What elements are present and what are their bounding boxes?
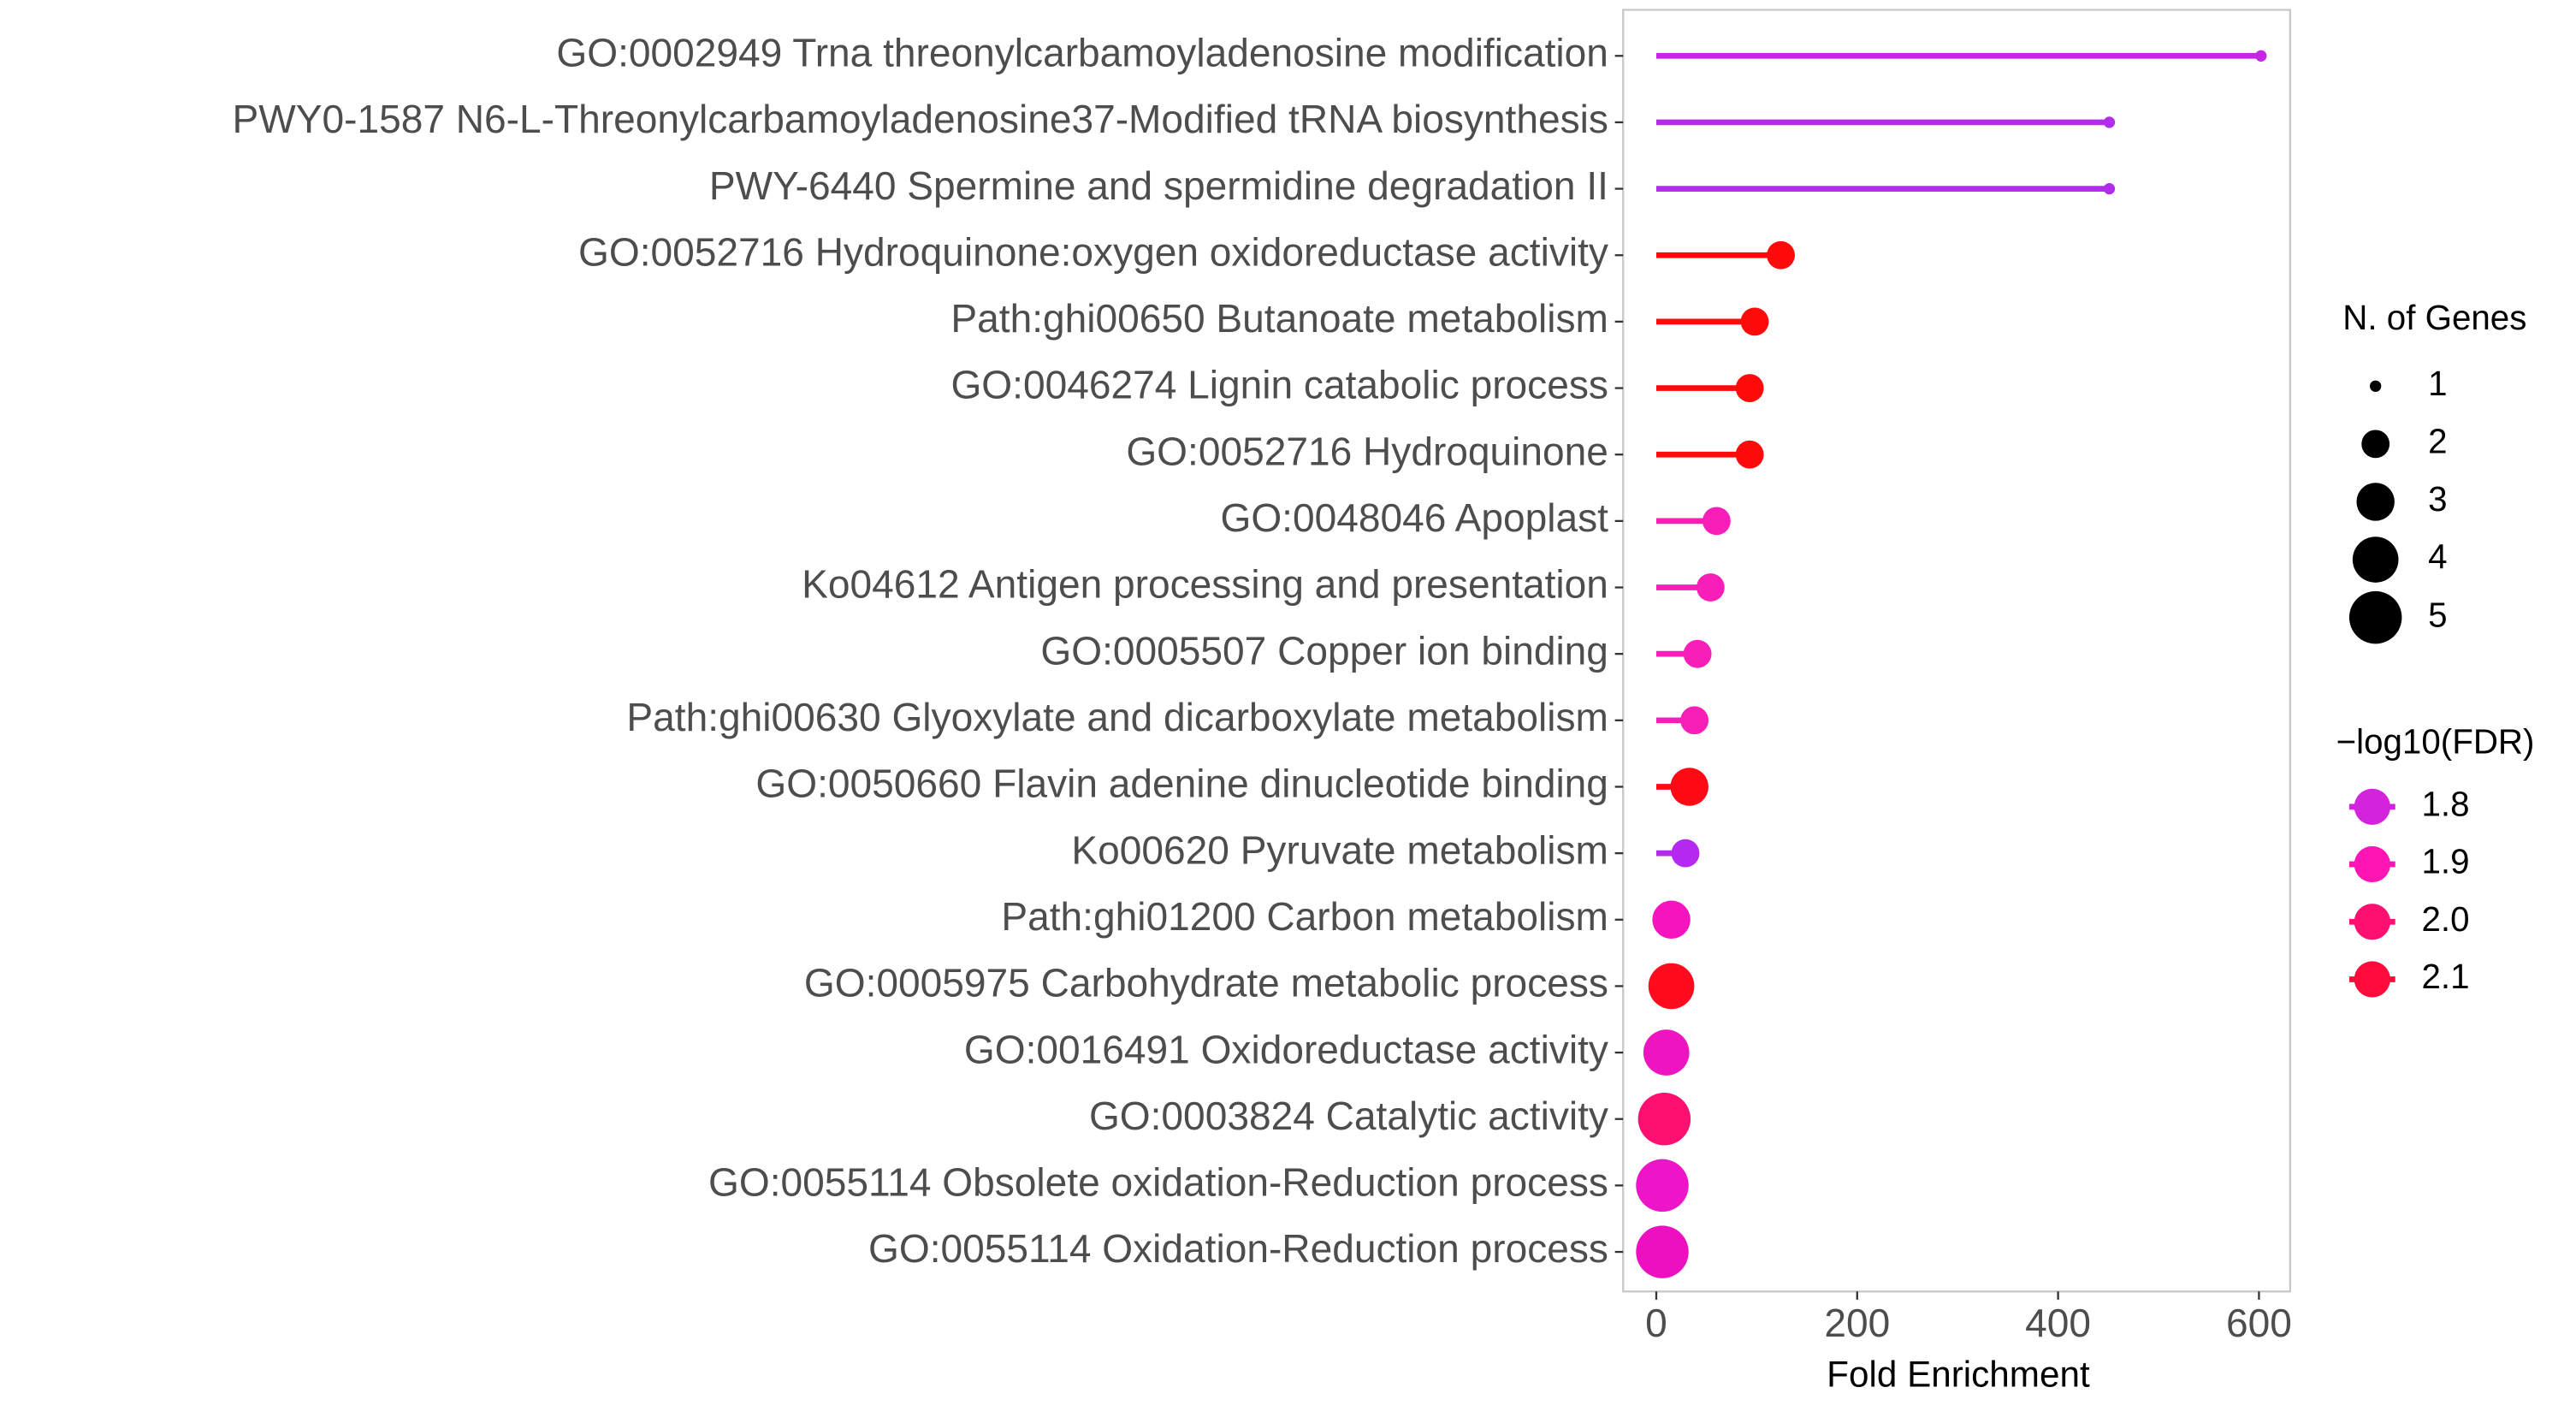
x-axis-title: Fold Enrichment (1827, 1354, 2090, 1394)
legend-label: 2.0 (2421, 899, 2469, 939)
legend-key (2356, 483, 2395, 521)
point (1648, 963, 1695, 1010)
legend-label: 3 (2428, 479, 2447, 519)
point (1680, 706, 1708, 735)
legend-key (2354, 904, 2390, 940)
y-tick-label: GO:0052716 Hydroquinone:oxygen oxidoredu… (578, 229, 1608, 274)
y-tick-label: GO:0005975 Carbohydrate metabolic proces… (804, 961, 1608, 1005)
legend-key (2354, 845, 2390, 883)
legend-label: 5 (2428, 595, 2447, 634)
x-tick-label: 0 (1645, 1301, 1667, 1345)
legend-key (2354, 961, 2390, 998)
y-tick-label: GO:0052716 Hydroquinone (1126, 429, 1608, 473)
point (1696, 573, 1725, 602)
y-tick-label: GO:0055114 Oxidation-Reduction process (868, 1226, 1608, 1271)
y-tick-label: Path:ghi01200 Carbon metabolism (1001, 894, 1608, 939)
point (2103, 182, 2116, 195)
legend-title: N. of Genes (2342, 298, 2526, 337)
legend-key (2370, 380, 2382, 392)
y-tick-label: GO:0046274 Lignin catabolic process (950, 363, 1608, 407)
point (2103, 116, 2116, 128)
y-tick-label: Path:ghi00630 Glyoxylate and dicarboxyla… (626, 695, 1608, 739)
point (1643, 1029, 1690, 1076)
point (1636, 1225, 1689, 1278)
y-tick-label: Path:ghi00650 Butanoate metabolism (950, 296, 1608, 341)
point (1767, 240, 1795, 270)
legend-label: 2 (2428, 422, 2447, 461)
point (1683, 639, 1712, 668)
point (1671, 839, 1700, 868)
y-tick-label: GO:0005507 Copper ion binding (1040, 628, 1608, 673)
legend-label: 1 (2428, 364, 2447, 403)
plot-panel (1622, 9, 2291, 1293)
y-tick-label: Ko04612 Antigen processing and presentat… (802, 562, 1608, 607)
x-tick-label: 600 (2226, 1301, 2292, 1345)
legend-key (2354, 788, 2390, 825)
x-tick-label: 400 (2025, 1301, 2091, 1345)
point (1735, 440, 1764, 469)
legend-key (2348, 590, 2402, 644)
point (1670, 768, 1708, 806)
legend-label: 1.9 (2421, 842, 2469, 881)
legend-key (2352, 537, 2399, 583)
legend-label: 1.8 (2421, 784, 2469, 823)
y-tick-label: GO:0048046 Apoplast (1220, 495, 1608, 540)
y-tick-label: GO:0002949 Trna threonylcarbamoyladenosi… (556, 30, 1608, 74)
legend-title: −log10(FDR) (2336, 722, 2535, 762)
x-tick-label: 200 (1824, 1301, 1890, 1345)
point (1652, 900, 1691, 940)
y-tick-label: GO:0055114 Obsolete oxidation-Reduction … (708, 1160, 1608, 1205)
legend-label: 4 (2428, 537, 2447, 577)
y-tick-label: Ko00620 Pyruvate metabolism (1071, 827, 1608, 872)
y-tick-label: PWY-6440 Spermine and spermidine degrada… (709, 163, 1608, 208)
point (1703, 507, 1731, 536)
point (1636, 1159, 1689, 1212)
point (1637, 1093, 1691, 1146)
y-tick-label: GO:0016491 Oxidoreductase activity (964, 1027, 1608, 1071)
y-tick-label: GO:0050660 Flavin adenine dinucleotide b… (755, 762, 1608, 806)
point (1735, 374, 1764, 402)
point (1740, 307, 1769, 336)
legend-label: 2.1 (2421, 957, 2469, 996)
point (2255, 50, 2267, 62)
legend-key (2361, 430, 2390, 459)
y-tick-label: PWY0-1587 N6-L-Threonylcarbamoyladenosin… (233, 97, 1608, 141)
y-tick-label: GO:0003824 Catalytic activity (1089, 1094, 1608, 1138)
